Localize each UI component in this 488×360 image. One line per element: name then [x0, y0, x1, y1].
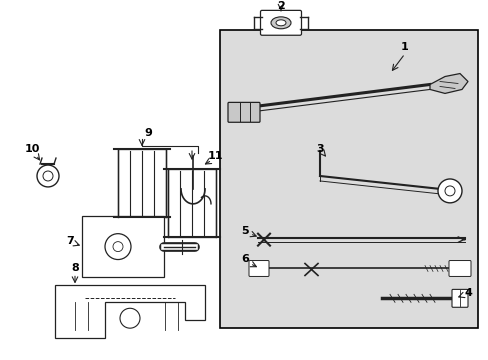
Text: 1: 1 — [400, 42, 408, 52]
Text: 10: 10 — [24, 144, 40, 154]
Circle shape — [120, 308, 140, 328]
Bar — [220, 30, 477, 328]
Text: 11: 11 — [207, 151, 223, 161]
Ellipse shape — [270, 17, 290, 29]
Polygon shape — [55, 285, 204, 338]
Circle shape — [437, 179, 461, 203]
Text: 3: 3 — [316, 144, 323, 154]
FancyBboxPatch shape — [448, 261, 470, 276]
Circle shape — [105, 234, 131, 260]
Circle shape — [37, 165, 59, 187]
FancyBboxPatch shape — [260, 10, 301, 35]
Bar — [82, 216, 163, 278]
Text: 5: 5 — [241, 226, 248, 236]
FancyBboxPatch shape — [248, 261, 268, 276]
Bar — [118, 149, 165, 217]
Ellipse shape — [275, 20, 285, 26]
FancyBboxPatch shape — [227, 102, 260, 122]
Bar — [168, 169, 216, 237]
Text: 2: 2 — [277, 1, 285, 11]
Text: 9: 9 — [144, 128, 152, 138]
Text: 4: 4 — [463, 288, 471, 298]
Text: 8: 8 — [71, 264, 79, 274]
Circle shape — [113, 242, 123, 252]
Text: 7: 7 — [66, 236, 74, 246]
Circle shape — [43, 171, 53, 181]
Circle shape — [444, 186, 454, 196]
Text: 6: 6 — [241, 253, 248, 264]
FancyBboxPatch shape — [451, 289, 467, 307]
Polygon shape — [429, 73, 467, 94]
